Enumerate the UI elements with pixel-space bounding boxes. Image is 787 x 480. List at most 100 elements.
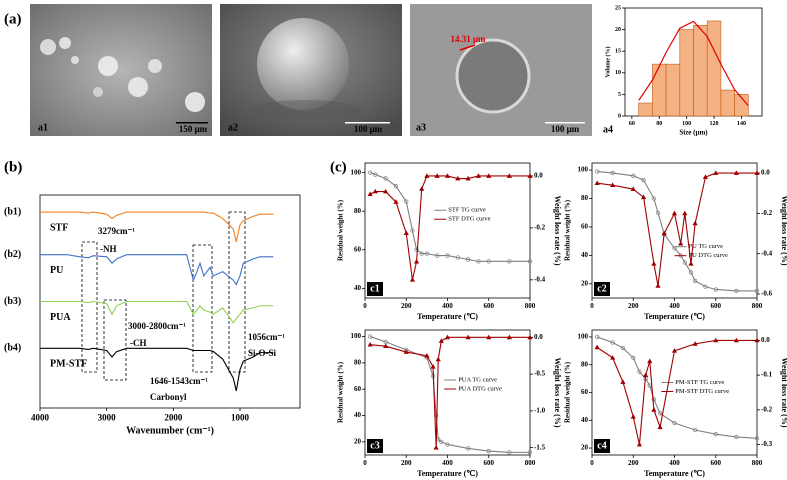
series-name: PUA — [50, 312, 71, 323]
y2-tick-label: -1.0 — [534, 406, 546, 414]
legend-label: PU DTG curve — [689, 252, 728, 259]
y-tick-label: 20 — [615, 27, 621, 33]
panel-label: a4 — [603, 124, 613, 135]
x-tick-label: 800 — [525, 302, 536, 310]
panel-label: (c) — [330, 159, 347, 175]
series-line — [369, 175, 530, 280]
x-tick-label: 200 — [401, 302, 412, 310]
series-label: (b2) — [4, 249, 21, 260]
y-tick-label: 20 — [581, 279, 589, 287]
x-axis-label: Temperature (℃) — [417, 312, 478, 321]
series-line — [596, 336, 758, 439]
x-tick-label: 200 — [401, 459, 412, 467]
bar — [652, 63, 667, 117]
y2-tick-label: -0.2 — [761, 209, 773, 217]
x-tick-label: 100 — [682, 121, 691, 127]
x-axis-label: Temperature (℃) — [417, 469, 478, 478]
series-line — [370, 336, 530, 448]
series-line — [369, 336, 530, 453]
x-tick-label: 1000 — [231, 412, 250, 422]
marker — [373, 172, 378, 177]
y-tick-label: 100 — [578, 166, 589, 174]
x-tick-label: 600 — [711, 459, 722, 467]
series-line — [40, 347, 274, 392]
marker — [682, 260, 687, 265]
y2-tick-label: -0.3 — [761, 440, 773, 448]
y2-tick-label: 0.0 — [761, 336, 770, 344]
micrograph: 14.31 μm a3 100 μm — [410, 4, 592, 136]
marker — [692, 278, 698, 284]
y-tick-label: 80 — [581, 360, 589, 368]
x-tick-label: 0 — [590, 302, 594, 310]
x-tick-label: 80 — [656, 121, 662, 127]
annotation: Carbonyl — [150, 392, 187, 402]
annotation: 1056cm⁻¹ — [248, 332, 285, 342]
image-label: a3 — [416, 122, 426, 133]
panel-label: (b) — [4, 159, 22, 175]
y2-axis-label: Weight loss rate (%) — [553, 196, 562, 266]
y-tick-label: 80 — [581, 194, 589, 202]
series-line — [596, 339, 757, 445]
y2-tick-label: -1.5 — [534, 443, 546, 451]
y-tick-label: 20 — [581, 444, 589, 452]
x-tick-label: 800 — [752, 459, 763, 467]
x-tick-label: 140 — [737, 121, 746, 127]
y-tick-label: 20 — [354, 437, 362, 445]
micrograph: a2 100 μm — [220, 4, 402, 136]
y-tick-label: 40 — [354, 411, 362, 419]
annotation: 1646-1543cm⁻¹ — [150, 376, 208, 386]
marker — [672, 420, 677, 426]
marker — [688, 270, 694, 275]
image-label: a1 — [38, 122, 48, 133]
annotation: -NH — [100, 244, 117, 254]
highlight-box — [81, 211, 246, 381]
x-tick-label: 400 — [442, 459, 453, 467]
y-axis-label: Residual weight (%) — [564, 361, 572, 423]
x-tick-label: 800 — [525, 459, 536, 467]
x-tick-label: 400 — [669, 459, 680, 467]
x-axis-label: Wavenumber (cm⁻¹) — [126, 425, 214, 436]
bar — [679, 29, 694, 117]
annotation: 14.31 μm — [450, 34, 486, 44]
scale-bar-label: 100 μm — [551, 124, 580, 134]
plot-frame — [591, 162, 758, 299]
y-tick-label: 80 — [354, 207, 362, 215]
series-name: PM-STF — [50, 359, 87, 370]
panel-label: c2 — [597, 283, 606, 294]
marker — [383, 176, 388, 181]
series-name: STF — [50, 222, 68, 233]
marker — [620, 345, 626, 351]
series-line — [597, 170, 757, 292]
marker — [631, 355, 636, 360]
marker — [657, 411, 663, 416]
bar — [720, 89, 735, 117]
y2-axis-label: Weight loss rate (%) — [553, 358, 562, 428]
panel-badge — [594, 282, 610, 296]
y-tick-label: 60 — [354, 385, 362, 393]
panel-badge — [367, 282, 383, 296]
panel-badge — [367, 439, 383, 453]
marker — [610, 340, 615, 345]
y-tick-label: 80 — [354, 359, 362, 367]
legend-label: PM-STF TG curve — [675, 379, 724, 386]
x-tick-label: 2000 — [164, 412, 183, 422]
y-tick-label: 40 — [354, 284, 362, 292]
x-tick-label: 600 — [711, 302, 722, 310]
bar — [706, 20, 722, 117]
y-tick-label: 100 — [578, 333, 589, 341]
x-tick-label: 0 — [590, 459, 594, 467]
x-tick-label: 120 — [710, 121, 719, 127]
marker — [368, 170, 373, 175]
y2-tick-label: 0.0 — [534, 333, 543, 341]
marker — [393, 183, 399, 189]
x-tick-label: 200 — [628, 459, 639, 467]
fit-curve — [638, 20, 749, 107]
x-tick-label: 600 — [484, 302, 495, 310]
x-axis-label: Size (μm) — [679, 129, 708, 137]
annotation: 3000-2800cm⁻¹ — [128, 321, 186, 331]
x-tick-label: 800 — [752, 302, 763, 310]
legend-label: PUA DTG curve — [458, 385, 502, 392]
x-tick-label: 400 — [442, 302, 453, 310]
marker — [637, 369, 642, 374]
